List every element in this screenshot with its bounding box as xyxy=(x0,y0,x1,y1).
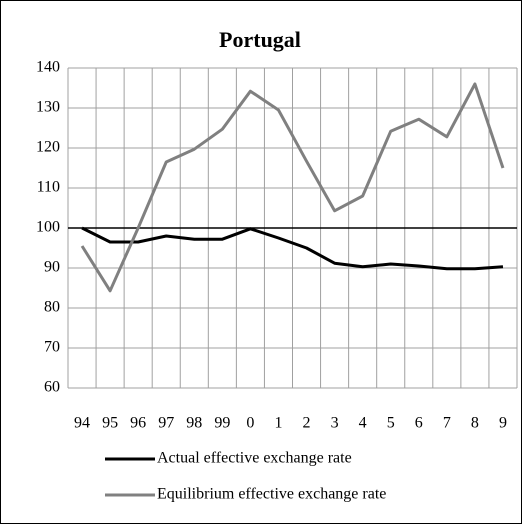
chart-title: Portugal xyxy=(219,27,301,52)
x-tick-label: 94 xyxy=(74,415,90,432)
legend-label: Equilibrium effective exchange rate xyxy=(157,486,386,503)
x-tick-label: 6 xyxy=(415,415,423,432)
y-tick-label: 110 xyxy=(37,179,60,196)
y-tick-label: 100 xyxy=(36,219,60,236)
x-tick-label: 99 xyxy=(214,415,230,432)
x-tick-label: 1 xyxy=(274,415,282,432)
x-tick-label: 97 xyxy=(158,415,174,432)
y-tick-label: 80 xyxy=(44,299,60,316)
x-tick-label: 8 xyxy=(471,415,479,432)
x-tick-label: 7 xyxy=(443,415,451,432)
x-tick-label: 95 xyxy=(102,415,118,432)
y-tick-label: 70 xyxy=(44,339,60,356)
series-line xyxy=(81,226,504,271)
y-tick-label: 140 xyxy=(36,59,60,76)
y-tick-label: 130 xyxy=(36,99,60,116)
x-tick-label: 4 xyxy=(359,415,367,432)
x-tick-label: 96 xyxy=(130,415,146,432)
x-tick-label: 2 xyxy=(303,415,311,432)
x-tick-label: 3 xyxy=(331,415,339,432)
series-line xyxy=(80,82,505,293)
y-tick-label: 90 xyxy=(44,259,60,276)
x-tick-label: 98 xyxy=(186,415,202,432)
x-tick-label: 0 xyxy=(246,415,254,432)
x-tick-label: 5 xyxy=(387,415,395,432)
y-tick-label: 120 xyxy=(36,139,60,156)
y-tick-label: 60 xyxy=(44,379,60,396)
legend-label: Actual effective exchange rate xyxy=(157,450,352,467)
x-tick-label: 9 xyxy=(499,415,507,432)
